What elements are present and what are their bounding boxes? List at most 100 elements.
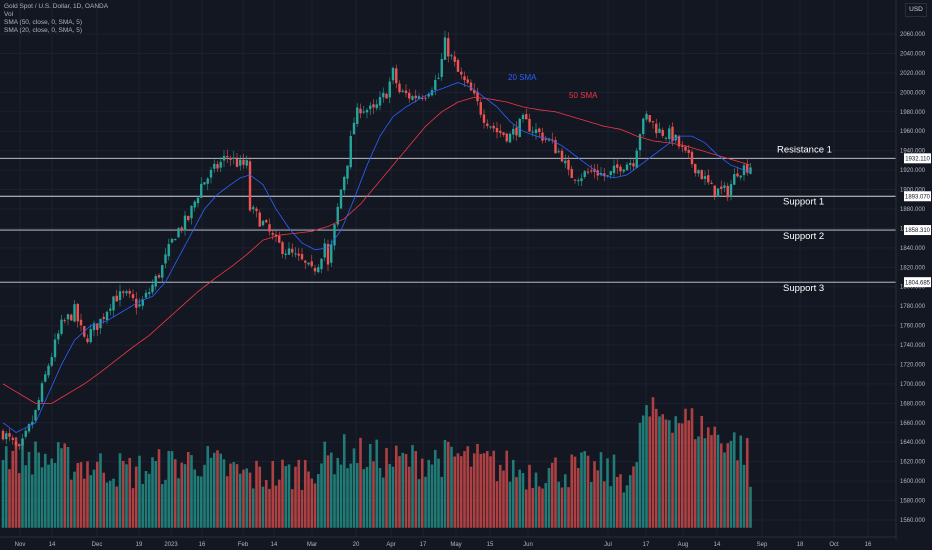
candle-body [674, 134, 677, 141]
volume-bar [24, 465, 28, 528]
candle-body [96, 323, 99, 330]
volume-bar [417, 479, 421, 528]
volume-bar [521, 473, 525, 528]
volume-bar [268, 488, 271, 528]
volume-bar [661, 414, 665, 528]
volume-bar [638, 422, 642, 528]
candle-body [632, 163, 635, 167]
price-tick: 1980.000 [900, 110, 926, 116]
volume-bar [485, 451, 489, 528]
volume-bar [550, 462, 554, 528]
volume-bar [531, 487, 535, 528]
volume-bar [326, 455, 330, 528]
volume-bar [515, 477, 518, 528]
price-tick: 1620.000 [900, 460, 926, 466]
candle-body [710, 182, 713, 184]
sma50-label: 50 SMA [569, 91, 598, 100]
volume-bar [79, 462, 83, 528]
volume-bar [726, 443, 730, 528]
volume-bar [372, 461, 375, 528]
price-tick: 2020.000 [900, 71, 926, 77]
candle-body [164, 254, 167, 264]
volume-bar [11, 450, 15, 528]
volume-bar [82, 478, 86, 528]
volume-bar [323, 441, 327, 528]
volume-bar [102, 472, 106, 528]
candle-body [616, 164, 619, 168]
candle-body [187, 215, 190, 221]
candle-body [642, 118, 645, 135]
candle-body [703, 176, 707, 179]
volume-bar [313, 483, 317, 528]
candle-body [499, 130, 502, 133]
time-tick: Mar [307, 542, 317, 548]
volume-bar [440, 476, 444, 528]
candle-body [453, 56, 456, 62]
candle-body [304, 260, 307, 263]
legend-title[interactable]: Gold Spot / U.S. Dollar, 1D, OANDA [4, 3, 109, 10]
candle-body [105, 311, 109, 320]
candle-body [125, 291, 128, 294]
candle-body [34, 409, 37, 421]
volume-bar [472, 453, 476, 528]
volume-bar [453, 456, 457, 528]
candle-body [336, 206, 339, 225]
volume-bar [238, 473, 242, 528]
legend-volume[interactable]: Vol [4, 11, 14, 18]
volume-bar [342, 434, 346, 528]
volume-bar [502, 470, 505, 528]
volume-bar [632, 466, 635, 528]
volume-bar [128, 457, 132, 528]
candle-body [746, 163, 749, 173]
price-tick: 1560.000 [900, 518, 926, 524]
volume-bar [420, 458, 424, 528]
candle-body [567, 160, 570, 170]
volume-bar [596, 470, 600, 528]
currency-button[interactable]: USD [905, 3, 927, 17]
volume-bar [742, 464, 746, 528]
volume-bar [76, 463, 80, 528]
candle-body [557, 151, 560, 153]
candle-body [378, 97, 382, 106]
volume-bar [141, 483, 145, 528]
candle-body [417, 96, 421, 99]
candle-body [401, 90, 404, 92]
candle-body [531, 131, 534, 133]
candle-body [749, 167, 752, 174]
candle-body [736, 173, 739, 177]
sma20-line [2, 82, 751, 433]
volume-bar [651, 397, 655, 528]
volume-bar [154, 461, 158, 528]
candle-body [63, 320, 66, 322]
volume-bar [381, 477, 385, 528]
candle-body [713, 185, 716, 196]
volume-bar [492, 450, 496, 528]
candle-body [629, 162, 632, 165]
candle-body [359, 108, 362, 114]
candle-body [560, 150, 564, 162]
candle-body [115, 295, 118, 302]
candle-body [18, 444, 21, 447]
candle-body [226, 156, 229, 158]
volume-bar [710, 435, 713, 528]
volume-bar [693, 439, 697, 528]
volume-bar [385, 447, 388, 528]
candle-body [385, 93, 388, 99]
price-tick: 1580.000 [900, 499, 926, 505]
candle-body [76, 303, 79, 322]
candle-body [733, 174, 736, 185]
volume-bar [404, 453, 408, 528]
volume-bar [199, 476, 203, 528]
volume-bar [40, 467, 44, 528]
price-tick: 1780.000 [900, 304, 926, 310]
candle-body [349, 135, 352, 168]
sma50-line [2, 96, 751, 404]
volume-bar [147, 473, 151, 528]
candle-body [655, 123, 658, 134]
time-tick: 14 [714, 542, 721, 548]
volume-bar [433, 449, 437, 528]
legend-sma50[interactable]: SMA (50, close, 0, SMA, 5) [4, 19, 83, 26]
volume-bar [281, 459, 284, 528]
legend-sma20[interactable]: SMA (20, close, 0, SMA, 5) [4, 27, 83, 34]
